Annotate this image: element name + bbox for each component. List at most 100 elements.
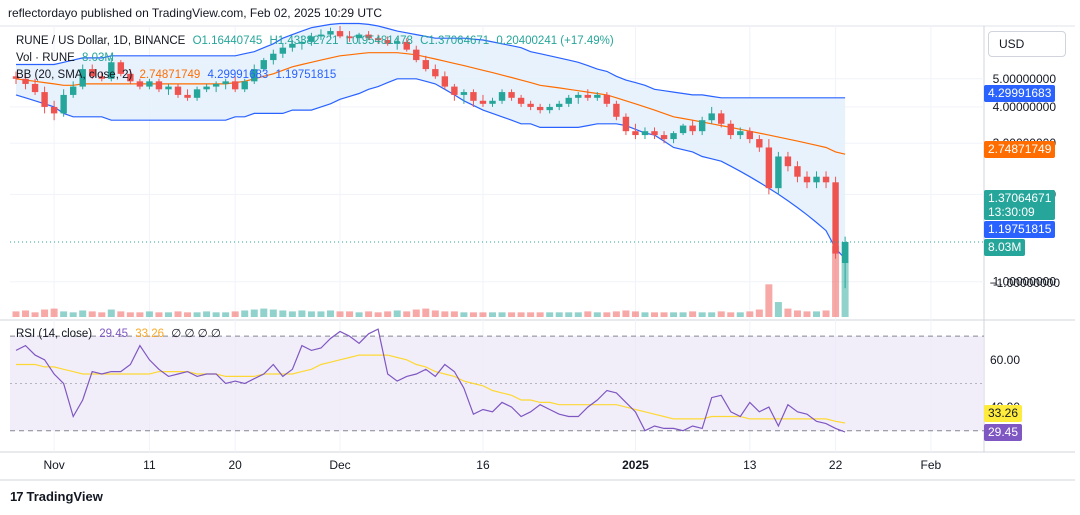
candle-body <box>327 31 334 35</box>
volume-bar <box>584 311 592 317</box>
rsi-pane <box>10 328 984 433</box>
volume-legend: Vol · RUNE 8.03M <box>16 52 118 64</box>
currency-button[interactable]: USD <box>988 31 1066 57</box>
candle-body <box>708 113 715 121</box>
volume-bar <box>384 311 392 317</box>
volume-bar <box>212 312 220 317</box>
candle-body <box>689 125 696 132</box>
volume-bar <box>155 312 163 317</box>
volume-label[interactable]: Vol · RUNE <box>16 52 75 64</box>
volume-bar <box>41 309 49 317</box>
ohlc-low: L0.95481478 <box>345 35 413 47</box>
candle-body <box>155 81 163 90</box>
volume-bar <box>698 312 706 317</box>
volume-bar <box>422 308 430 317</box>
volume-bar <box>203 311 211 317</box>
candle-body <box>365 34 372 39</box>
candle-body <box>384 40 391 44</box>
volume-bar <box>298 310 306 317</box>
candle-body <box>746 131 754 140</box>
candle-body <box>374 38 382 41</box>
candle-body <box>260 60 267 70</box>
volume-bar <box>784 308 792 317</box>
rsi-label[interactable]: RSI (14, close) <box>16 328 93 340</box>
candle-body <box>317 34 325 37</box>
candle-body <box>546 106 553 111</box>
candle-body <box>556 103 563 107</box>
price-axis-label: 4.00000000 <box>993 100 1057 114</box>
bb-lower-value: 1.19751815 <box>275 69 337 81</box>
volume-bar <box>622 310 630 317</box>
rsi-value: 29.45 <box>99 328 129 340</box>
rsi-line <box>15 328 846 433</box>
bb-basis-line <box>15 52 846 155</box>
rsi-legend: RSI (14, close) 29.45 33.26 ∅ ∅ ∅ ∅ <box>16 326 225 340</box>
symbol-name[interactable]: RUNE / US Dollar, 1D, BINANCE <box>16 35 186 47</box>
time-axis-label: 16 <box>476 458 490 472</box>
volume-bar <box>260 308 268 317</box>
candle-body <box>22 78 29 84</box>
candle-body <box>279 47 287 54</box>
bb-upper-line <box>16 22 846 99</box>
volume-bar <box>412 309 420 317</box>
candle-body <box>432 69 439 77</box>
candle-body <box>31 83 39 93</box>
volume-value: 8.03M <box>82 52 114 64</box>
volume-bar <box>69 312 77 317</box>
volume-tag: 8.03M <box>984 239 1026 256</box>
volume-bar <box>441 311 449 317</box>
time-axis-label: 13 <box>743 458 757 472</box>
candle-body <box>403 41 410 50</box>
candle-body <box>69 86 77 95</box>
candle-body <box>603 94 611 104</box>
tradingview-logo[interactable]: 17 TradingView <box>10 489 103 504</box>
candle-body <box>79 69 86 87</box>
rsi-ma-line <box>16 354 846 424</box>
candle-body <box>470 92 477 101</box>
volume-bar <box>269 309 277 317</box>
volume-bar <box>689 311 697 317</box>
time-axis-label: Nov <box>43 458 64 472</box>
candle-body <box>660 135 668 140</box>
candle-body <box>765 147 773 189</box>
candlesticks <box>10 26 984 289</box>
bb-upper-value: 4.29991683 <box>207 69 269 81</box>
volume-bar <box>774 302 782 317</box>
volume-bar <box>832 246 840 317</box>
candle-body <box>413 49 420 61</box>
bb-label[interactable]: BB (20, SMA, close, 2) <box>16 69 133 81</box>
candle-body <box>813 176 820 183</box>
candle-body <box>193 89 201 98</box>
candle-body <box>241 81 248 90</box>
price-axis-label: −1.00000000 <box>990 276 1061 290</box>
candle-body <box>803 176 811 183</box>
volume-bar <box>517 312 525 317</box>
candle-body <box>98 76 105 79</box>
volume-bar <box>22 310 30 317</box>
candle-body <box>670 133 677 140</box>
volume-bar <box>241 310 249 317</box>
volume-bar <box>603 312 611 317</box>
candle-body <box>146 81 153 87</box>
volume-bar <box>193 312 201 317</box>
volume-bar <box>755 309 763 317</box>
candle-body <box>355 34 363 39</box>
volume-bar <box>574 312 582 317</box>
candle-body <box>441 76 449 87</box>
candle-body <box>575 94 582 98</box>
candle-body <box>89 69 96 77</box>
candle-body <box>822 176 830 183</box>
rsi-ma-value: 33.26 <box>135 328 165 340</box>
volume-bar <box>565 312 573 317</box>
candle-body <box>622 116 630 132</box>
volume-bar <box>431 310 439 317</box>
volume-bar <box>365 311 373 317</box>
candle-body <box>165 86 172 90</box>
bb-basis-value: 2.74871749 <box>139 69 201 81</box>
candle-body <box>775 156 782 189</box>
volume-bar <box>555 312 563 317</box>
candle-body <box>718 113 725 124</box>
candle-body <box>251 69 258 82</box>
ohlc-open: O1.16440745 <box>192 35 263 47</box>
volume-bar <box>107 309 115 317</box>
